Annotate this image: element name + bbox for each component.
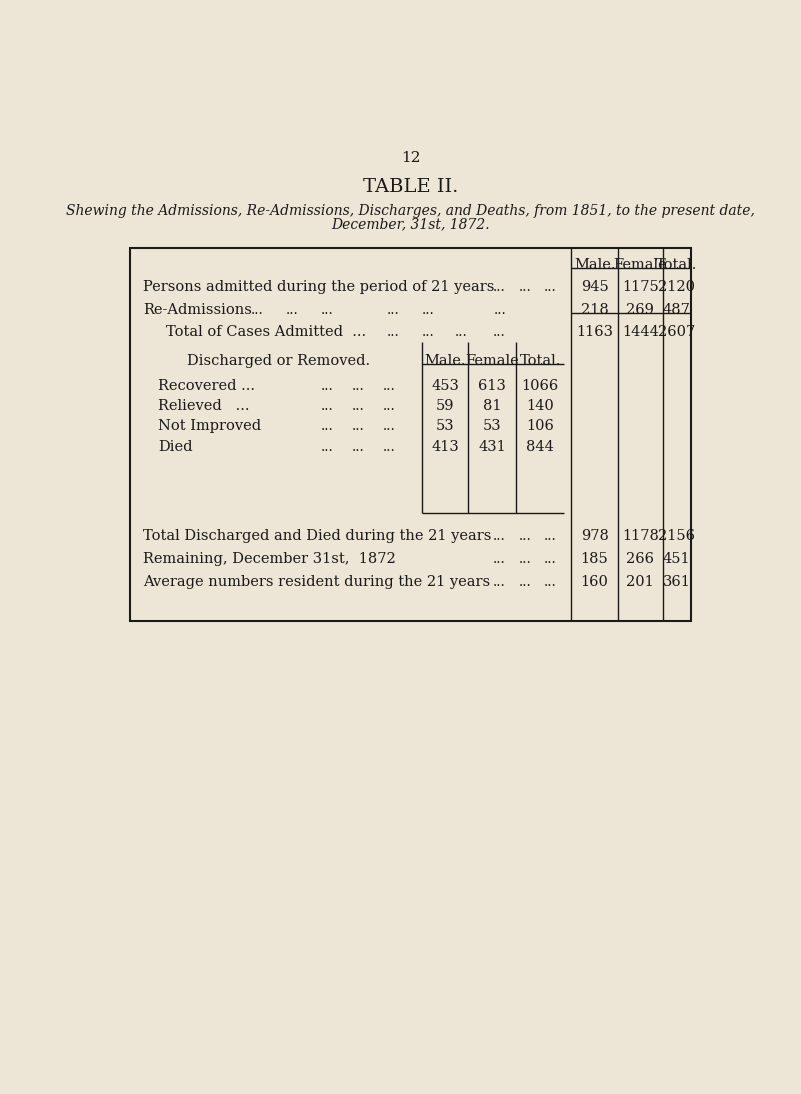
Text: ...: ... [544,574,557,589]
Text: 2607: 2607 [658,325,695,338]
Text: Relieved   ...: Relieved ... [159,399,250,414]
Text: ...: ... [387,325,400,338]
Text: 451: 451 [663,551,690,566]
Text: Average numbers resident during the 21 years: Average numbers resident during the 21 y… [143,574,490,589]
Text: ...: ... [494,303,506,317]
Text: ...: ... [352,419,364,433]
Text: December, 31st, 1872.: December, 31st, 1872. [332,218,490,232]
Text: ...: ... [518,528,531,543]
Text: 1163: 1163 [576,325,613,338]
Text: 81: 81 [483,399,501,414]
Text: Shewing the Admissions, Re-Admissions, Discharges, and Deaths, from 1851, to the: Shewing the Admissions, Re-Admissions, D… [66,203,755,218]
Text: Male.: Male. [574,257,615,271]
Text: ...: ... [352,380,364,393]
Text: 218: 218 [581,303,609,317]
Text: ...: ... [352,399,364,414]
Text: 1066: 1066 [521,380,559,393]
Text: 453: 453 [431,380,459,393]
Text: ...: ... [518,574,531,589]
Text: ...: ... [518,280,531,294]
Text: 140: 140 [526,399,554,414]
Text: ...: ... [352,440,364,454]
Text: 431: 431 [478,440,506,454]
Bar [130,247,691,621]
Text: ...: ... [321,303,334,317]
Text: 1175: 1175 [622,280,658,294]
Text: 59: 59 [436,399,454,414]
Text: Re-Admissions: Re-Admissions [143,303,252,317]
Text: 361: 361 [662,574,690,589]
Text: 844: 844 [526,440,554,454]
Text: ...: ... [455,325,468,338]
Text: Total of Cases Admitted  ...: Total of Cases Admitted ... [166,325,366,338]
Text: ...: ... [493,551,505,566]
Text: 106: 106 [526,419,554,433]
Text: ...: ... [493,325,505,338]
Text: ...: ... [321,419,334,433]
Text: Not Improved: Not Improved [159,419,261,433]
Text: ...: ... [321,440,334,454]
Text: TABLE II.: TABLE II. [363,178,459,196]
Text: Remaining, December 31st,  1872: Remaining, December 31st, 1872 [143,551,396,566]
Text: 160: 160 [581,574,609,589]
Text: ...: ... [286,303,299,317]
Text: ...: ... [493,574,505,589]
Text: ...: ... [518,551,531,566]
Text: 185: 185 [581,551,609,566]
Text: ...: ... [544,528,557,543]
Text: Recovered ...: Recovered ... [159,380,256,393]
Text: 2120: 2120 [658,280,695,294]
Text: 201: 201 [626,574,654,589]
Text: ...: ... [544,551,557,566]
Text: 53: 53 [483,419,501,433]
Text: ...: ... [383,380,396,393]
Text: ...: ... [493,528,505,543]
Text: Died: Died [159,440,193,454]
Text: Female: Female [614,257,667,271]
Text: ...: ... [383,419,396,433]
Text: ...: ... [422,303,434,317]
Text: ...: ... [422,325,434,338]
Text: ...: ... [493,280,505,294]
Text: ...: ... [387,303,400,317]
Text: 2156: 2156 [658,528,695,543]
Text: 613: 613 [478,380,506,393]
Text: 53: 53 [436,419,454,433]
Text: ...: ... [321,380,334,393]
Text: ...: ... [544,280,557,294]
Text: ...: ... [383,440,396,454]
Text: ...: ... [383,399,396,414]
Text: 12: 12 [401,151,421,165]
Text: Persons admitted during the period of 21 years: Persons admitted during the period of 21… [143,280,494,294]
Text: Female: Female [465,353,519,368]
Text: 266: 266 [626,551,654,566]
Text: Total.: Total. [656,257,698,271]
Text: 978: 978 [581,528,609,543]
Text: Total.: Total. [520,353,561,368]
Text: 1444: 1444 [622,325,658,338]
Text: Male.: Male. [425,353,465,368]
Text: ...: ... [321,399,334,414]
Text: 945: 945 [581,280,609,294]
Text: 1178: 1178 [622,528,658,543]
Text: 413: 413 [431,440,459,454]
Text: ...: ... [252,303,264,317]
Text: Discharged or Removed.: Discharged or Removed. [187,353,370,368]
Text: 269: 269 [626,303,654,317]
Text: 487: 487 [662,303,690,317]
Text: Total Discharged and Died during the 21 years: Total Discharged and Died during the 21 … [143,528,491,543]
